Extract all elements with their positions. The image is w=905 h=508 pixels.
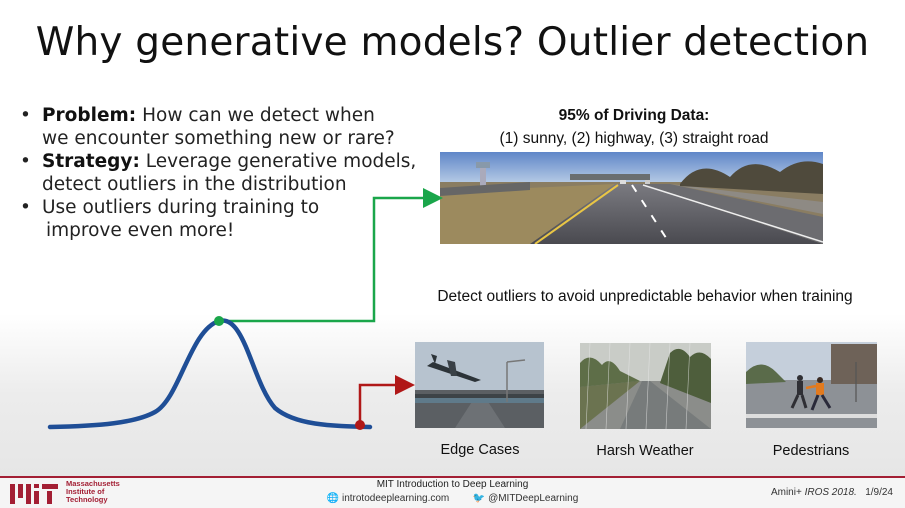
footer-links: 🌐 introtodeeplearning.com 🐦 @MITDeepLear…: [0, 493, 905, 504]
bullet-text: Use outliers during training to: [42, 197, 320, 218]
slide-title: Why generative models? Outlier detection: [35, 20, 870, 65]
driving-data-title: 95% of Driving Data:: [558, 107, 710, 124]
website-link[interactable]: introtodeeplearning.com: [341, 493, 450, 504]
footer-bar: [0, 476, 905, 508]
harsh-weather-photo: [580, 343, 711, 429]
driving-data-heading: 95% of Driving Data: (1) sunny, (2) high…: [440, 104, 828, 150]
bullet-text-line2: detect outliers in the distribution: [42, 174, 347, 195]
bullet-bold: Strategy:: [42, 151, 140, 172]
edge-case-photo: [415, 342, 544, 428]
driving-data-subtitle: (1) sunny, (2) highway, (3) straight roa…: [499, 130, 769, 147]
bullet-text-line2: we encounter something new or rare?: [42, 128, 395, 149]
citation-venue: IROS 2018.: [804, 487, 857, 498]
bullet-text: How can we detect when: [136, 105, 375, 126]
mit-institution-name: Massachusetts Institute of Technology: [66, 479, 120, 504]
mit-logo: [10, 484, 58, 504]
pedestrians-photo: [746, 342, 877, 428]
peak-point: [214, 316, 224, 326]
twitter-link[interactable]: @MITDeepLearning: [488, 493, 579, 504]
red-arrow: [358, 375, 415, 424]
bullet-bold: Problem:: [42, 105, 137, 126]
harsh-weather-label: Harsh Weather: [596, 443, 694, 459]
bullet-text-line2: improve even more!: [46, 220, 235, 241]
bullet-text: Leverage generative models,: [139, 151, 417, 172]
bullet-use-outliers: Use outliers during training to improve …: [20, 196, 420, 242]
footer-citation: Amini+ IROS 2018. 1/9/24: [770, 487, 893, 498]
outlier-caption: Detect outliers to avoid unpredictable b…: [437, 288, 853, 305]
slide-date: 1/9/24: [865, 487, 893, 498]
pedestrians-label: Pedestrians: [772, 443, 850, 459]
bullet-list: Problem: How can we detect when we encou…: [20, 104, 420, 242]
twitter-bird-icon: 🐦: [472, 493, 486, 504]
globe-icon: 🌐: [326, 493, 340, 504]
bullet-strategy: Strategy: Leverage generative models, de…: [20, 150, 420, 196]
tail-point: [355, 420, 365, 430]
highway-photo: [440, 152, 823, 244]
edge-cases-label: Edge Cases: [440, 442, 520, 458]
green-arrow: [219, 188, 443, 323]
distribution-diagram: [47, 188, 443, 430]
bullet-problem: Problem: How can we detect when we encou…: [20, 104, 420, 150]
footer-course-title: MIT Introduction to Deep Learning: [376, 479, 529, 490]
distribution-curve: [47, 318, 373, 430]
